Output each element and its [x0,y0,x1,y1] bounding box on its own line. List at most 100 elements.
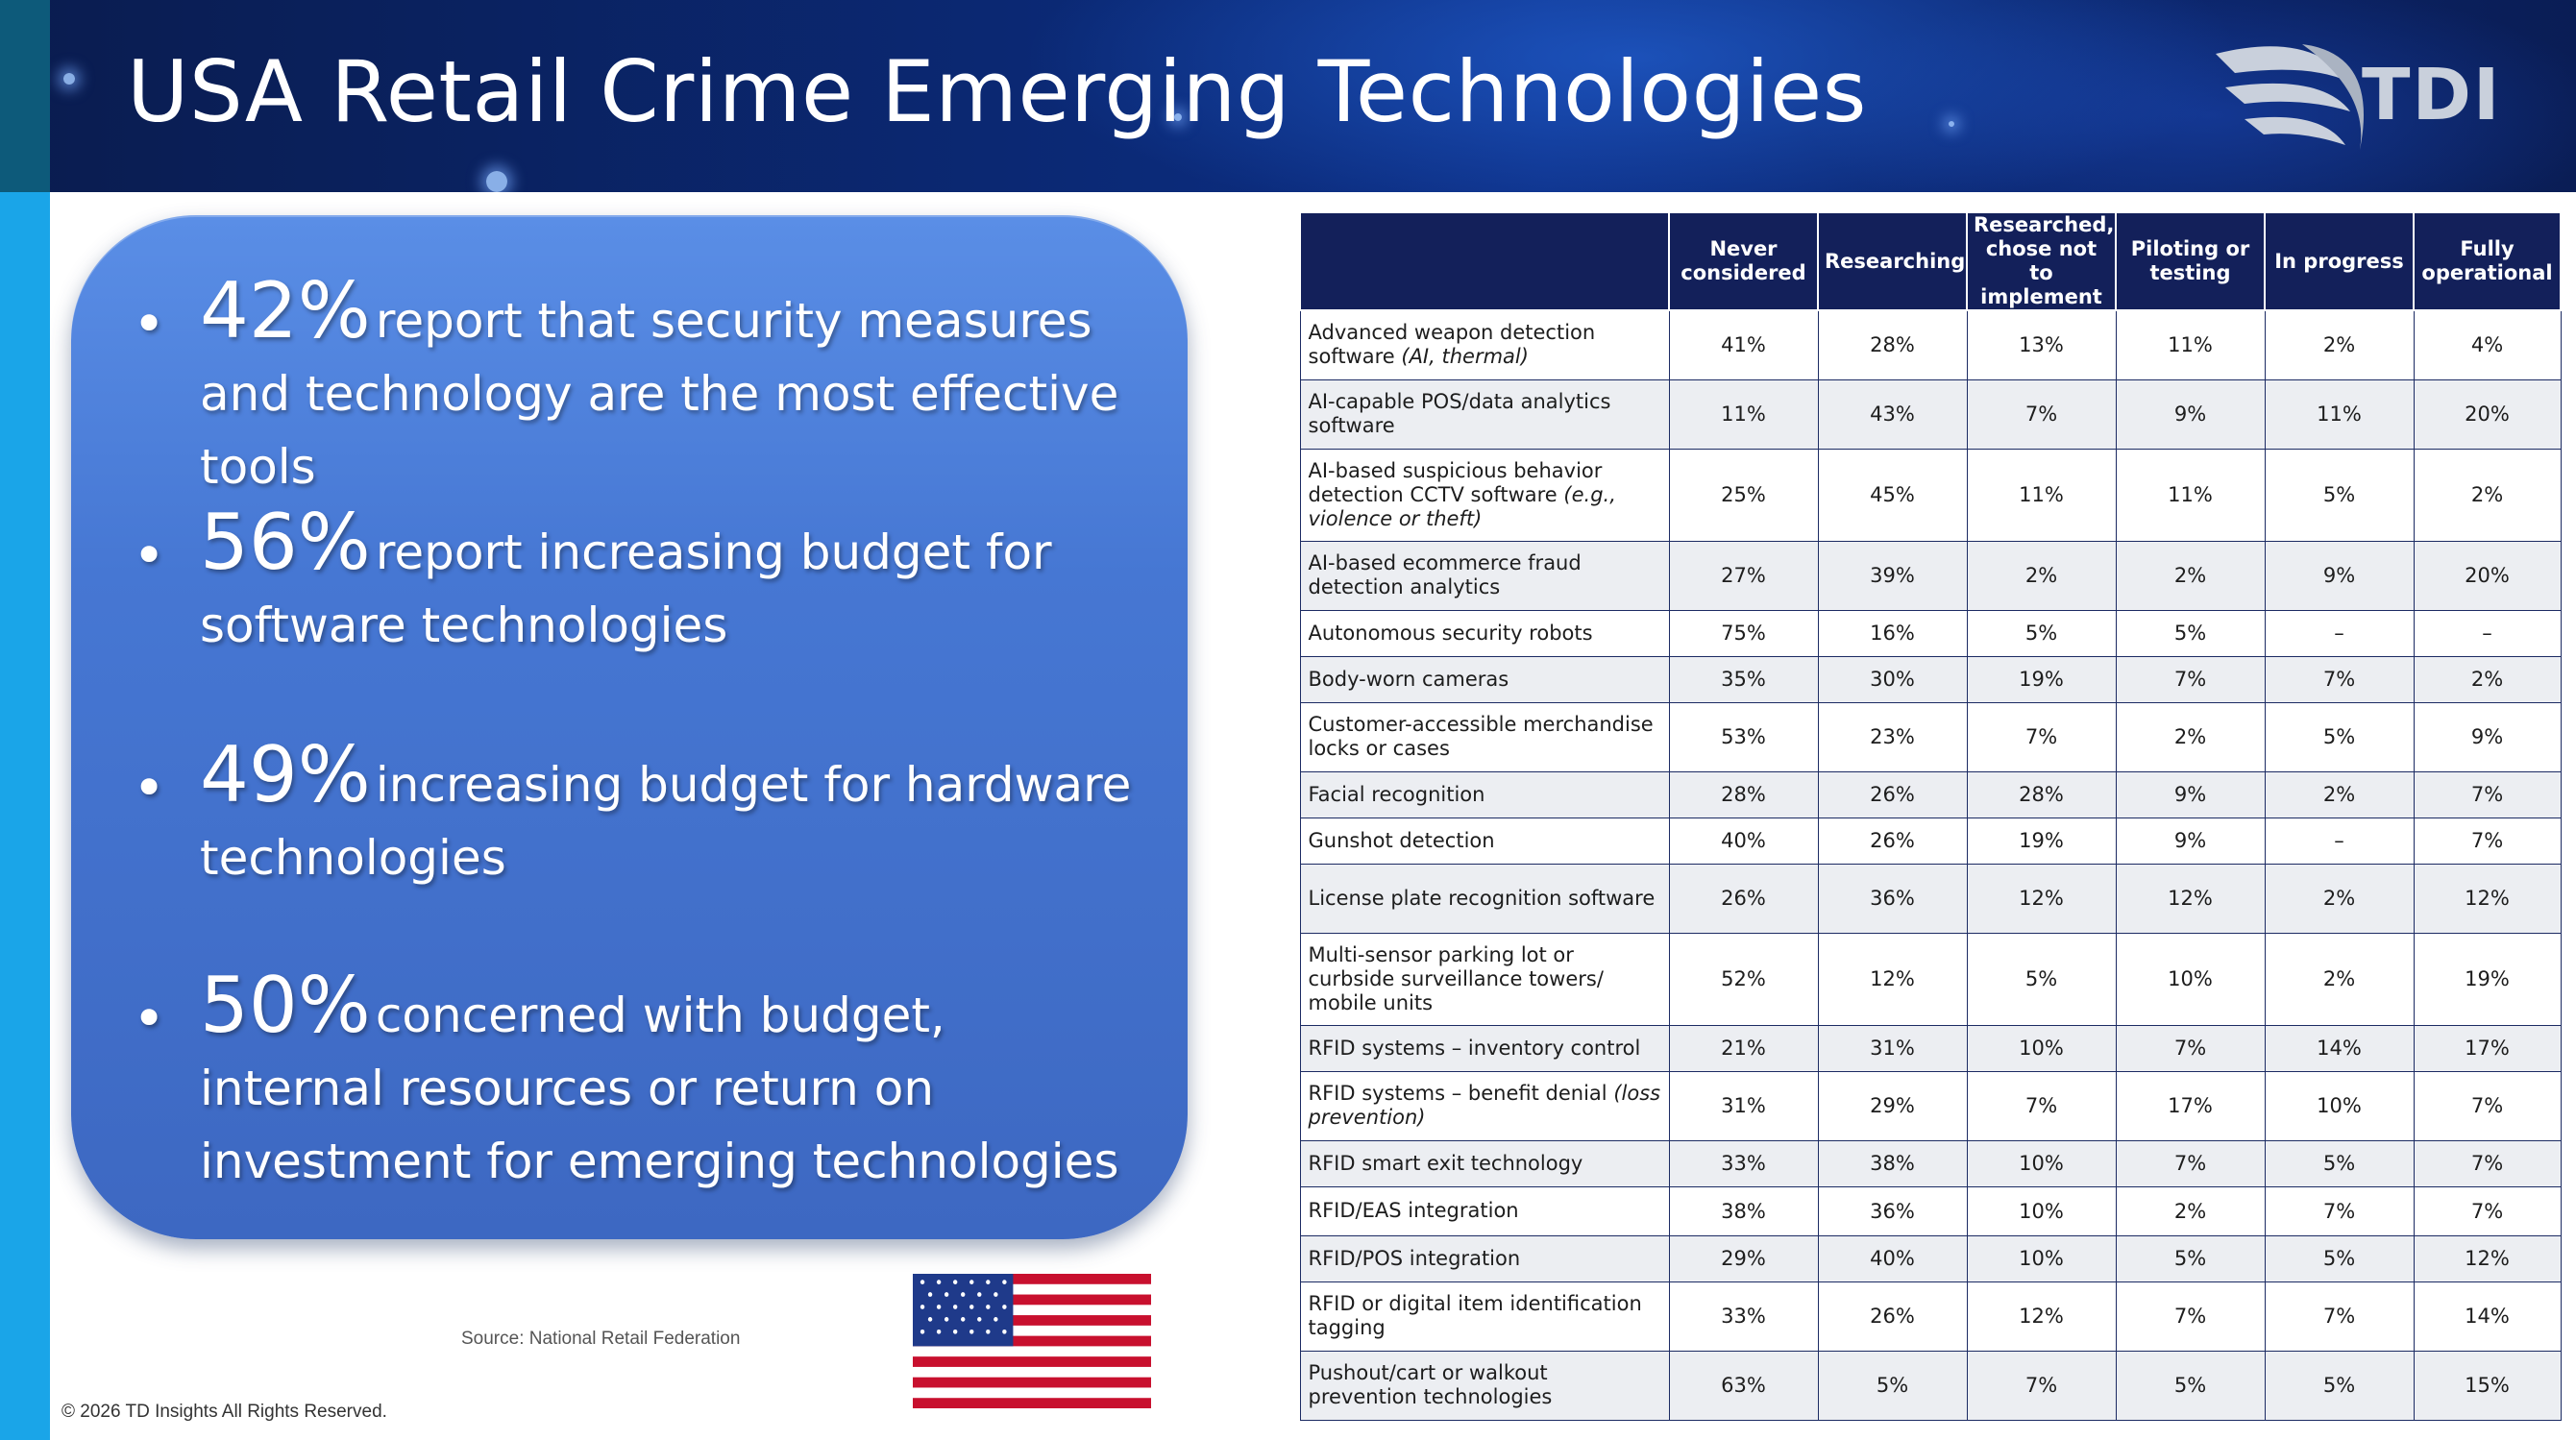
column-header: Researched, chose not to implement [1966,211,2117,311]
value-cell: 7% [1966,701,2117,772]
value-cell: 2% [1966,540,2117,611]
value-cell: 2% [2264,309,2415,380]
value-cell: 12% [1966,1281,2117,1352]
value-cell: 2% [2264,863,2415,934]
stat-bullet: • 49% increasing budget for hardware tec… [133,737,1141,894]
value-cell: 26% [1817,770,1968,818]
accent-strip-top [0,0,50,192]
value-cell: 7% [2115,1281,2266,1352]
value-cell: 33% [1668,1139,1819,1187]
value-cell: 26% [1817,1281,1968,1352]
value-cell: 5% [2264,701,2415,772]
row-label: AI-capable POS/data analytics software [1308,390,1611,437]
table-body: Advanced weapon detection software (AI, … [1299,309,2562,1421]
value-cell: 39% [1817,540,1968,611]
value-cell: 45% [1817,448,1968,542]
table-row: RFID systems – benefit denial (loss prev… [1299,1070,2562,1141]
row-label-cell: Gunshot detection [1299,817,1670,865]
row-label: AI-based ecommerce fraud detection analy… [1308,551,1582,598]
row-label-cell: Multi-sensor parking lot or curbside sur… [1299,932,1670,1026]
value-cell: 2% [2115,540,2266,611]
table-header-row: Never considered Researching Researched,… [1299,211,2562,311]
source-note: Source: National Retail Federation [461,1329,741,1349]
value-cell: 11% [2264,378,2415,450]
value-cell: 23% [1817,701,1968,772]
value-cell: 16% [1817,609,1968,657]
row-label: RFID smart exit technology [1308,1151,1583,1175]
value-cell: 7% [2413,1185,2562,1236]
row-label-cell: Pushout/cart or walkout prevention techn… [1299,1350,1670,1421]
row-label: Body-worn cameras [1308,667,1509,691]
stat-bullet: • 42% report that security measures and … [133,273,1141,503]
value-cell: 63% [1668,1350,1819,1421]
table-row: Pushout/cart or walkout prevention techn… [1299,1350,2562,1421]
row-label-cell: AI-based ecommerce fraud detection analy… [1299,540,1670,611]
value-cell: 5% [2264,1350,2415,1421]
value-cell: 5% [1817,1350,1968,1421]
row-label-cell: Customer-accessible merchandise locks or… [1299,701,1670,772]
table-row: License plate recognition software 26% 36%… [1299,863,2562,934]
table-row: RFID/POS integration 29% 40% 10% 5% 5% 12% [1299,1234,2562,1282]
stat-text: increasing budget for hardware technolog… [200,757,1132,886]
row-label: Customer-accessible merchandise locks or… [1308,713,1654,760]
value-cell: 41% [1668,309,1819,380]
value-cell: 5% [1966,609,2117,657]
value-cell: 11% [2115,448,2266,542]
value-cell: 5% [2264,448,2415,542]
value-cell: 11% [1668,378,1819,450]
row-label: Facial recognition [1308,782,1485,806]
value-cell: 26% [1817,817,1968,865]
value-cell: 20% [2413,540,2562,611]
row-label-note: (e.g., violence or theft) [1308,482,1616,530]
value-cell: 40% [1668,817,1819,865]
row-label-cell: License plate recognition software [1299,863,1670,934]
table-row: AI-based ecommerce fraud detection analy… [1299,540,2562,611]
value-cell: 9% [2115,817,2266,865]
value-cell: 19% [2413,932,2562,1026]
stat-percent: 56% [200,498,371,587]
table-row: RFID or digital item identification tagg… [1299,1281,2562,1352]
logo-text: TDI [2362,54,2502,136]
table-row: RFID/EAS integration 38% 36% 10% 2% 7% 7% [1299,1185,2562,1236]
value-cell: 4% [2413,309,2562,380]
value-cell: 13% [1966,309,2117,380]
value-cell: 7% [2115,1139,2266,1187]
row-label: License plate recognition software [1308,886,1656,910]
tdi-logo-icon [2216,44,2364,150]
row-label: Gunshot detection [1308,828,1495,852]
table-row: RFID systems – inventory control 21% 31% 10… [1299,1024,2562,1072]
table-row: AI-based suspicious behavior detection C… [1299,448,2562,542]
value-cell: 30% [1817,655,1968,703]
value-cell: 7% [2413,817,2562,865]
value-cell: 7% [1966,1070,2117,1141]
value-cell: 10% [2115,932,2266,1026]
value-cell: 19% [1966,817,2117,865]
value-cell: 75% [1668,609,1819,657]
value-cell: 28% [1668,770,1819,818]
row-label-cell: Body-worn cameras [1299,655,1670,703]
stat-percent: 50% [200,961,371,1050]
bullet-dot-icon: • [133,755,166,820]
technology-adoption-table: Never considered Researching Researched,… [1299,211,2562,1421]
value-cell: 31% [1817,1024,1968,1072]
page-title: USA Retail Crime Emerging Technologies [127,42,1867,141]
value-cell: 12% [2413,863,2562,934]
row-label: AI-based suspicious behavior detection C… [1308,458,1603,506]
row-label: Advanced weapon detection software [1308,321,1596,369]
value-cell: 5% [1966,932,2117,1026]
table-row: Facial recognition 28% 26% 28% 9% 2% 7% [1299,770,2562,818]
value-cell: 7% [2413,1139,2562,1187]
value-cell: 10% [1966,1234,2117,1282]
column-header: Piloting or testing [2115,211,2266,311]
value-cell: 7% [2413,1070,2562,1141]
table-row: Advanced weapon detection software (AI, … [1299,309,2562,380]
value-cell: 5% [2264,1234,2415,1282]
value-cell: 7% [2413,770,2562,818]
table-row: Multi-sensor parking lot or curbside sur… [1299,932,2562,1026]
value-cell: 7% [2115,655,2266,703]
value-cell: 2% [2264,932,2415,1026]
value-cell: 20% [2413,378,2562,450]
value-cell: 53% [1668,701,1819,772]
value-cell: 15% [2413,1350,2562,1421]
row-label-note: (loss prevention) [1308,1082,1661,1129]
